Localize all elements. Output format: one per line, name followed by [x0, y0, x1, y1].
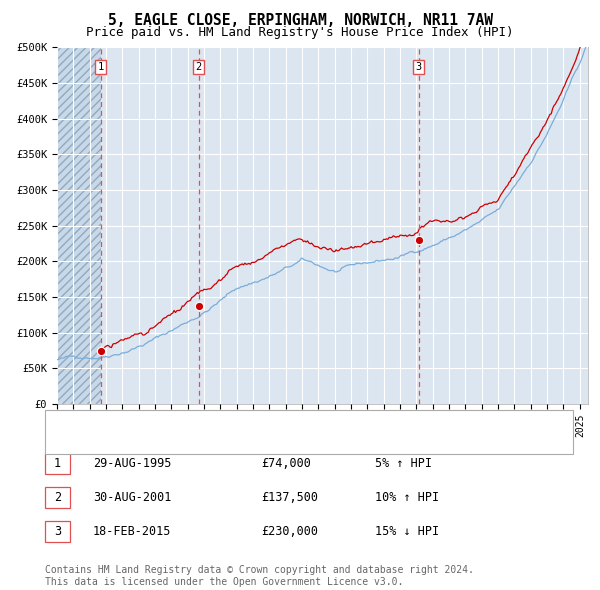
Text: 3: 3: [415, 62, 422, 72]
Text: 2: 2: [54, 491, 61, 504]
Text: £230,000: £230,000: [261, 525, 318, 538]
Text: 5% ↑ HPI: 5% ↑ HPI: [375, 457, 432, 470]
Bar: [57, 47, 101, 404]
Text: HPI: Average price, detached house, North Norfolk: HPI: Average price, detached house, Nort…: [93, 437, 424, 447]
Text: 1: 1: [54, 457, 61, 470]
Text: £137,500: £137,500: [261, 491, 318, 504]
Text: 18-FEB-2015: 18-FEB-2015: [93, 525, 172, 538]
Text: £74,000: £74,000: [261, 457, 311, 470]
Text: 15% ↓ HPI: 15% ↓ HPI: [375, 525, 439, 538]
Text: Price paid vs. HM Land Registry's House Price Index (HPI): Price paid vs. HM Land Registry's House …: [86, 26, 514, 39]
Text: 10% ↑ HPI: 10% ↑ HPI: [375, 491, 439, 504]
Text: 1: 1: [97, 62, 104, 72]
Bar: [57, 47, 101, 404]
Text: 30-AUG-2001: 30-AUG-2001: [93, 491, 172, 504]
Text: 5, EAGLE CLOSE, ERPINGHAM, NORWICH, NR11 7AW (detached house): 5, EAGLE CLOSE, ERPINGHAM, NORWICH, NR11…: [93, 418, 505, 427]
Text: 5, EAGLE CLOSE, ERPINGHAM, NORWICH, NR11 7AW: 5, EAGLE CLOSE, ERPINGHAM, NORWICH, NR11…: [107, 13, 493, 28]
Text: 2: 2: [196, 62, 202, 72]
Text: 29-AUG-1995: 29-AUG-1995: [93, 457, 172, 470]
Text: Contains HM Land Registry data © Crown copyright and database right 2024.
This d: Contains HM Land Registry data © Crown c…: [45, 565, 474, 587]
Text: 3: 3: [54, 525, 61, 538]
